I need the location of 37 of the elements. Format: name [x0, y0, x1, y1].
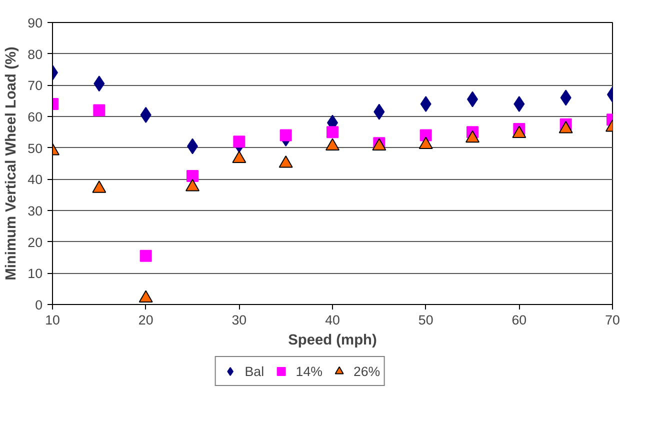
- point: [466, 130, 480, 143]
- x-axis-title: Speed (mph): [288, 332, 377, 348]
- point: [558, 121, 573, 134]
- point: [92, 180, 106, 193]
- x-tick-label: 20: [138, 312, 154, 328]
- y-tick-label: 90: [28, 16, 43, 30]
- point: [186, 178, 200, 192]
- x-tick-label: 40: [325, 312, 340, 328]
- x-tick-label: 50: [418, 312, 434, 328]
- point: [326, 138, 340, 151]
- y-tick-label: 60: [28, 110, 43, 124]
- point: [233, 136, 246, 148]
- point: [280, 129, 292, 142]
- y-tick-label: 40: [28, 172, 43, 188]
- y-axis-title: Minimum Vertical Wheel Load (%): [4, 46, 20, 280]
- y-tick-label: 80: [28, 46, 43, 62]
- point: [418, 136, 433, 149]
- x-tick-label: 70: [605, 312, 620, 328]
- point: [232, 150, 246, 164]
- y-tick-label: 10: [28, 266, 43, 282]
- y-tick-label: 50: [28, 140, 43, 156]
- legend-label: 26%: [353, 364, 380, 378]
- point: [326, 126, 338, 138]
- point: [512, 126, 526, 138]
- point: [138, 290, 153, 302]
- x-tick-label: 30: [232, 312, 247, 328]
- point: [93, 104, 106, 116]
- y-tick-label: 70: [28, 78, 43, 94]
- point: [278, 155, 293, 168]
- legend-label: 14%: [296, 364, 322, 378]
- x-tick-label: 60: [512, 312, 527, 328]
- y-tick-label: 0: [35, 298, 43, 312]
- x-tick-label: 10: [45, 312, 60, 328]
- y-tick-label: 20: [28, 234, 43, 250]
- legend-label: Bal: [244, 364, 265, 378]
- point: [186, 170, 198, 182]
- y-tick-label: 30: [28, 204, 43, 218]
